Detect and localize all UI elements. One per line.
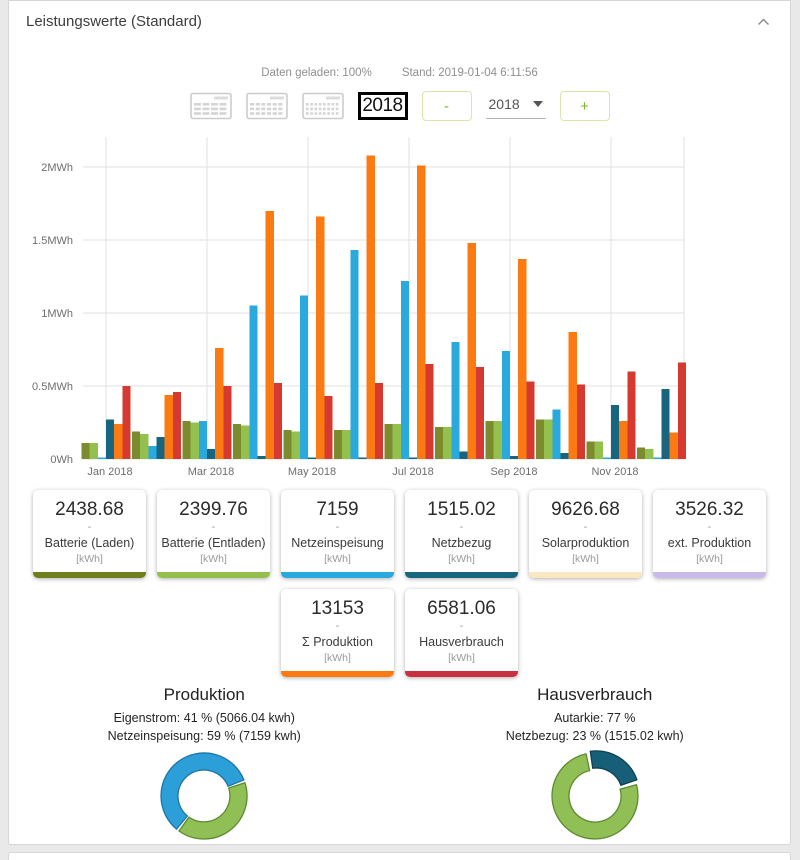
year-increment-button[interactable]: +: [559, 91, 610, 121]
card-value: 6581.06: [427, 598, 496, 619]
donut-title-hausverbrauch: Hausverbrauch: [537, 685, 653, 704]
card-dash: -: [583, 521, 588, 533]
card-color-bar: [281, 572, 394, 578]
card-unit: [kWh]: [448, 553, 475, 565]
donut-stat-line: Netzeinspeisung: 59 % (7159 kwh): [107, 729, 301, 743]
card-value: 7159: [316, 499, 359, 520]
card-label: Batterie (Entladen): [161, 536, 266, 550]
svg-text:Jul 2018: Jul 2018: [392, 466, 434, 478]
summary-card[interactable]: 2399.76- Batterie (Entladen) [kWh]: [157, 490, 270, 578]
view-year-button[interactable]: 2018: [357, 92, 408, 120]
donut-section: Produktion Eigenstrom: 41 % (5066.04 kwh…: [9, 685, 790, 848]
chevron-down-icon: [532, 100, 543, 107]
card-unit: [kWh]: [200, 553, 227, 565]
svg-text:1.5MWh: 1.5MWh: [32, 235, 73, 247]
card-value: 1515.02: [427, 499, 496, 520]
view-day-button[interactable]: [189, 92, 232, 120]
svg-text:Mar 2018: Mar 2018: [188, 466, 234, 478]
card-unit: [kWh]: [696, 553, 723, 565]
stand-timestamp: Stand: 2019-01-04 6:11:56: [401, 67, 538, 79]
card-color-bar: [653, 572, 766, 578]
donut-title-produktion: Produktion: [163, 685, 245, 704]
card-dash: -: [335, 620, 340, 632]
svg-text:May 2018: May 2018: [288, 466, 336, 478]
summary-card[interactable]: 7159- Netzeinspeisung [kWh]: [281, 490, 394, 578]
card-color-bar: [529, 572, 642, 578]
card-dash: -: [459, 620, 464, 632]
hausverbrauch-donut-figure: Hausverbrauch Autarkie: 77 % Netzbezug: …: [400, 685, 791, 848]
data-loaded-status: Daten geladen: 100%: [261, 67, 372, 79]
card-unit: [kWh]: [324, 553, 351, 565]
view-months-button[interactable]: [301, 92, 344, 120]
svg-text:Nov 2018: Nov 2018: [591, 466, 638, 478]
card-value: 2438.68: [55, 499, 124, 520]
card-value: 3526.32: [675, 499, 744, 520]
chevron-up-icon: [758, 18, 769, 25]
card-label: Netzeinspeisung: [291, 536, 384, 550]
card-value: 2399.76: [179, 499, 248, 520]
produktion-donut-figure: Produktion Eigenstrom: 41 % (5066.04 kwh…: [9, 685, 400, 848]
summary-card[interactable]: 6581.06- Hausverbrauch [kWh]: [405, 589, 518, 677]
svg-text:Sep 2018: Sep 2018: [490, 466, 537, 478]
card-color-bar: [405, 572, 518, 578]
page-title: Leistungswerte (Standard): [26, 13, 202, 30]
donut-stat-line: Netzbezug: 23 % (1515.02 kwh): [505, 729, 684, 743]
hausverbrauch-donut-chart: [551, 750, 639, 840]
year-select[interactable]: 2018: [485, 94, 546, 119]
svg-text:1MWh: 1MWh: [41, 308, 73, 320]
card-unit: [kWh]: [324, 652, 351, 664]
donut-stat-line: Autarkie: 77 %: [554, 711, 636, 725]
summary-card[interactable]: 3526.32- ext. Produktion [kWh]: [653, 490, 766, 578]
card-label: Solarproduktion: [541, 536, 630, 550]
summary-cards-row-2: 13153- Σ Produktion [kWh] 6581.06- Hausverbr…: [9, 589, 790, 677]
calendar-multi-month-icon: [301, 92, 344, 120]
svg-text:0.5MWh: 0.5MWh: [32, 381, 73, 393]
year-select-value: 2018: [488, 95, 520, 112]
summary-card[interactable]: 2438.68- Batterie (Laden) [kWh]: [33, 490, 146, 578]
time-range-controls: 2018 - 2018 +: [9, 91, 790, 121]
card-color-bar: [405, 671, 518, 677]
card-dash: -: [707, 521, 712, 533]
year-decrement-button[interactable]: -: [421, 91, 472, 121]
view-month-button[interactable]: [245, 92, 288, 120]
card-color-bar: [33, 572, 146, 578]
card-unit: [kWh]: [572, 553, 599, 565]
svg-text:0Wh: 0Wh: [50, 454, 73, 466]
card-unit: [kWh]: [76, 553, 103, 565]
card-label: Batterie (Laden): [44, 536, 135, 550]
next-panel-edge[interactable]: [8, 852, 791, 860]
collapse-panel-button[interactable]: [755, 16, 772, 28]
card-unit: [kWh]: [448, 652, 475, 664]
summary-card[interactable]: 1515.02- Netzbezug [kWh]: [405, 490, 518, 578]
donut-stat-line: Eigenstrom: 41 % (5066.04 kwh): [113, 711, 295, 725]
calendar-month-icon: [245, 92, 288, 120]
card-dash: -: [211, 521, 216, 533]
card-label: Netzbezug: [431, 536, 492, 550]
card-label: Hausverbrauch: [419, 635, 504, 649]
card-dash: -: [335, 521, 340, 533]
status-row: Daten geladen: 100% Stand: 2019-01-04 6:…: [9, 67, 790, 79]
summary-card[interactable]: 9626.68- Solarproduktion [kWh]: [529, 490, 642, 578]
card-label: Σ Produktion: [302, 635, 373, 649]
card-value: 13153: [311, 598, 364, 619]
card-dash: -: [87, 521, 92, 533]
svg-text:2MWh: 2MWh: [41, 162, 73, 174]
card-value: 9626.68: [551, 499, 620, 520]
summary-card[interactable]: 13153- Σ Produktion [kWh]: [281, 589, 394, 677]
card-color-bar: [157, 572, 270, 578]
leistungswerte-panel: Leistungswerte (Standard) Daten geladen:…: [8, 0, 791, 845]
calendar-day-icon: [189, 92, 232, 120]
card-color-bar: [281, 671, 394, 677]
card-label: ext. Produktion: [667, 536, 752, 550]
energy-bar-chart: 0Wh 0.5MWh 1MWh 1.5MWh 2MWh Jan 2018 Mar 2018 M…: [32, 137, 687, 478]
panel-header: Leistungswerte (Standard): [9, 1, 790, 30]
produktion-donut-chart: [160, 752, 248, 840]
svg-text:Jan 2018: Jan 2018: [87, 466, 132, 478]
card-dash: -: [459, 521, 464, 533]
summary-cards-row-1: 2438.68- Batterie (Laden) [kWh] 2399.76- Bat…: [9, 490, 790, 578]
